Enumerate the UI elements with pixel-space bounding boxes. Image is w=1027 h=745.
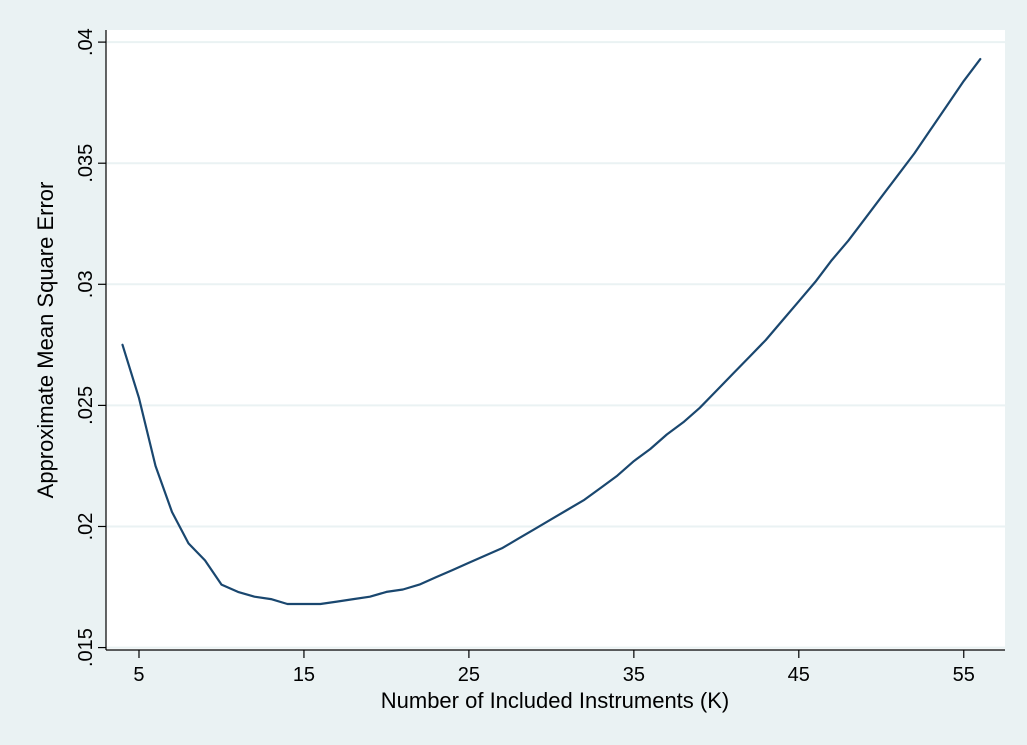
x-axis-title: Number of Included Instruments (K) [381,688,729,713]
series-layer [121,57,982,606]
x-tick-label: 5 [133,664,144,686]
y-tick-label: .04 [75,28,97,56]
x-tick-label: 15 [293,664,315,686]
y-axis-title: Approximate Mean Square Error [33,182,58,499]
grid-lines [106,41,1005,649]
y-axis: .015 .02 .025 .03 .035 .04 [75,28,107,667]
x-tick-label: 35 [623,664,645,686]
x-tick-label: 55 [953,664,975,686]
x-tick-label: 25 [458,664,480,686]
y-tick-label: .015 [75,628,97,667]
y-tick-label: .025 [75,386,97,425]
plot-area [106,30,1005,650]
y-tick-label: .03 [75,270,97,298]
y-tick-label: .02 [75,513,97,541]
series-line [121,57,982,606]
y-tick-label: .035 [75,144,97,183]
x-tick-label: 45 [788,664,810,686]
x-axis: 5 15 25 35 45 55 [106,649,1005,686]
